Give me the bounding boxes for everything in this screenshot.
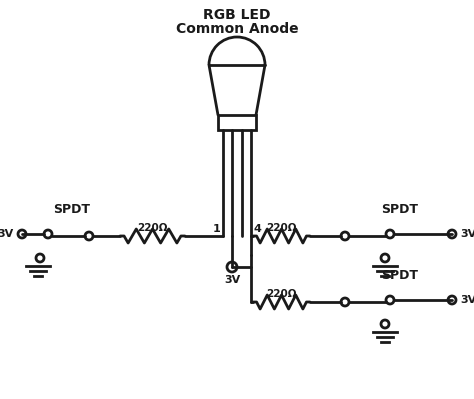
Bar <box>218 115 256 130</box>
Text: 3V: 3V <box>224 275 240 285</box>
Text: SPDT: SPDT <box>54 203 91 216</box>
Text: 3V: 3V <box>460 229 474 239</box>
Text: SPDT: SPDT <box>382 269 419 282</box>
Text: SPDT: SPDT <box>382 203 419 216</box>
Text: 4: 4 <box>254 224 262 234</box>
Text: 220Ω: 220Ω <box>137 223 168 233</box>
Text: 220Ω: 220Ω <box>266 289 297 299</box>
Text: RGB LED: RGB LED <box>203 8 271 22</box>
Text: 220Ω: 220Ω <box>266 223 297 233</box>
Text: 1: 1 <box>212 224 220 234</box>
Text: 3V: 3V <box>460 295 474 305</box>
Text: 3V: 3V <box>0 229 14 239</box>
Text: Common Anode: Common Anode <box>176 22 298 36</box>
